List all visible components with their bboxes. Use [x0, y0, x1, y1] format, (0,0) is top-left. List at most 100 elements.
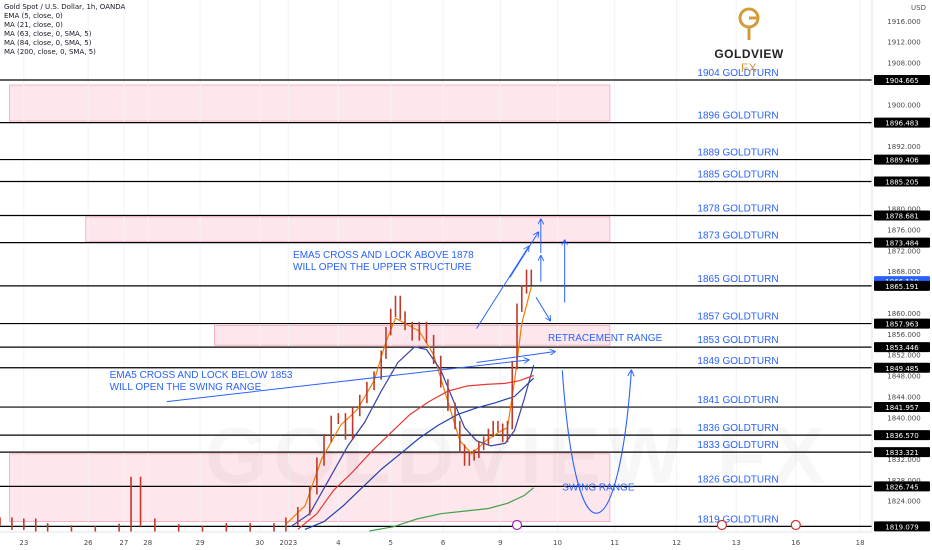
axis-label-bg-15	[874, 521, 930, 532]
ma-line-4	[369, 487, 535, 532]
level-label-13: 1826 GOLDTURN	[697, 474, 778, 485]
chart-icons	[511, 519, 801, 531]
axis-label-bg-8	[874, 318, 930, 329]
axis-label-0: 1904.665	[885, 77, 918, 85]
y-tick-14: 1840.000	[887, 414, 920, 422]
legend-item-ma200[interactable]: MA (200, close, 0, SMA, 5)	[4, 48, 96, 56]
y-tick-2: 1908.000	[887, 60, 920, 68]
axis-label-bg-13	[874, 447, 930, 458]
annotation-1-line-1: WILL OPEN THE SWING RANGE	[110, 382, 262, 393]
y-tick-17: 1824.000	[887, 498, 920, 506]
y-tick-15: 1832.000	[887, 456, 920, 464]
ma-line-2	[297, 374, 534, 530]
axis-label-bg-9	[874, 342, 930, 353]
y-tick-8: 1868.000	[887, 268, 920, 276]
goldview-logo: GOLDVIEW FX	[706, 6, 792, 75]
y-tick-11: 1852.000	[887, 352, 920, 360]
zone-0	[9, 84, 611, 122]
annotation-3-line-0: SWING RANGE	[562, 482, 635, 493]
ma-line-3	[304, 377, 535, 530]
y-tick-7: 1872.000	[887, 247, 920, 255]
x-tick-14: 13	[732, 539, 741, 547]
axis-label-1: 1896.483	[885, 120, 918, 128]
y-tick-9: 1860.000	[887, 310, 920, 318]
axis-label-bg-7	[874, 280, 930, 291]
legend-item-ma63[interactable]: MA (63, close, 0, SMA, 5)	[4, 30, 92, 38]
annotation-1-line-0: EMA5 CROSS AND LOCK BELOW 1853	[110, 370, 293, 381]
annotations: EMA5 CROSS AND LOCK ABOVE 1878 WILL OPEN …	[110, 250, 663, 493]
level-label-7: 1857 GOLDTURN	[697, 312, 778, 323]
event-icon-0	[511, 519, 523, 531]
projection-arrow-5	[535, 297, 550, 320]
grid	[23, 0, 861, 532]
axis-label-11: 1841.957	[885, 404, 918, 412]
x-tick-2: 27	[119, 539, 128, 547]
x-tick-6: 2023	[279, 539, 297, 547]
y-tick-4: 1892.000	[887, 143, 920, 151]
x-tick-9: 6	[441, 539, 446, 547]
level-label-8: 1853 GOLDTURN	[697, 335, 778, 346]
legend-item-ema5[interactable]: EMA (5, close, 0)	[4, 12, 63, 20]
logo-suffix: FX	[740, 61, 758, 75]
axis-label-bg-14	[874, 481, 930, 492]
y-tick-13: 1844.000	[887, 393, 920, 401]
x-tick-11: 10	[553, 539, 562, 547]
x-tick-1: 26	[84, 539, 93, 547]
level-label-9: 1849 GOLDTURN	[697, 356, 778, 367]
level-label-14: 1819 GOLDTURN	[697, 514, 778, 525]
legend-item-ma21[interactable]: MA (21, close, 0)	[4, 21, 63, 29]
logo-brand: GOLDVIEW	[714, 47, 784, 61]
zone-1	[85, 216, 611, 242]
level-label-6: 1865 GOLDTURN	[697, 274, 778, 285]
x-tick-10: 9	[498, 539, 502, 547]
axis-label-bg-10	[874, 362, 930, 373]
axis-label-7: 1865.191	[885, 283, 918, 291]
projection-arrow-6	[476, 352, 556, 363]
axis-label-bg-3	[874, 176, 930, 187]
time-axis-bg	[0, 532, 932, 550]
x-tick-4: 29	[196, 539, 205, 547]
y-tick-16: 1828.000	[887, 477, 920, 485]
chart-legend: Gold Spot / U.S. Dollar, 1h, OANDA EMA (…	[4, 3, 125, 57]
y-tick-3: 1900.000	[887, 101, 920, 109]
axis-label-bg-12	[874, 430, 930, 441]
level-label-0: 1904 GOLDTURN	[697, 68, 778, 79]
projection-arrow-0	[509, 232, 539, 278]
level-label-12: 1833 GOLDTURN	[697, 440, 778, 451]
axis-label-bg-2	[874, 154, 930, 165]
y-tick-1: 1912.000	[887, 39, 920, 47]
axis-label-bg-11	[874, 402, 930, 413]
axis-label-bg-0	[874, 74, 930, 85]
axis-label-15: 1819.079	[885, 523, 918, 531]
axis-label-bg-1	[874, 117, 930, 128]
projection-arrows	[166, 219, 632, 514]
goldview-logo-icon	[738, 7, 760, 40]
x-tick-8: 5	[388, 539, 392, 547]
level-label-11: 1836 GOLDTURN	[697, 423, 778, 434]
y-tick-0: 1916.000	[887, 18, 920, 26]
legend-item-ma84[interactable]: MA (84, close, 0, SMA, 5)	[4, 39, 92, 47]
axis-label-bg-5	[874, 237, 930, 248]
x-tick-5: 30	[255, 539, 264, 547]
watermark-text: GOLDVIEW FX	[205, 410, 831, 502]
x-tick-12: 11	[610, 539, 619, 547]
event-icon-2	[790, 519, 801, 531]
price-axis: 1916.000 1912.000 1908.000 1900.000 1892.000…	[871, 0, 932, 550]
x-tick-0: 23	[19, 539, 28, 547]
axis-label-9: 1853.446	[885, 344, 919, 352]
annotation-2-line-0: RETRACEMENT RANGE	[548, 333, 663, 344]
projection-arrow-7	[166, 360, 529, 403]
annotation-0-line-0: EMA5 CROSS AND LOCK ABOVE 1878	[293, 250, 474, 261]
axis-label-5: 1873.484	[885, 240, 919, 248]
axis-label-2: 1889.406	[885, 157, 919, 165]
level-label-1: 1896 GOLDTURN	[697, 111, 778, 122]
y-tick-6: 1876.000	[887, 226, 920, 234]
swing-projection-curve	[561, 370, 631, 514]
axis-label-14: 1826.745	[885, 483, 918, 491]
time-axis: 23 26 27 28 29 30 2023 4 5 6 9 10 11 12 13 16 18	[0, 531, 932, 550]
legend-title: Gold Spot / U.S. Dollar, 1h, OANDA	[4, 3, 126, 11]
x-tick-16: 18	[856, 539, 865, 547]
axis-label-13: 1833.321	[885, 449, 918, 457]
event-icon-1	[716, 519, 728, 531]
